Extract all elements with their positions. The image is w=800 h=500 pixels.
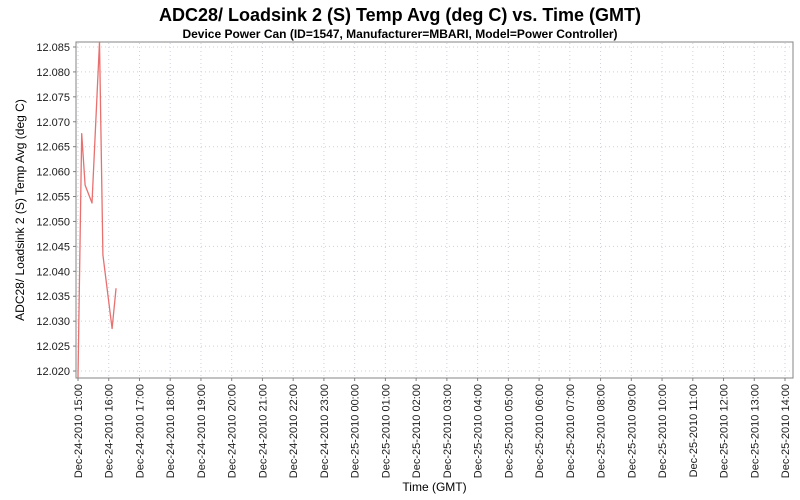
y-tick-label: 12.050 — [36, 216, 70, 228]
x-tick-label: Dec-25-2010 13:00 — [749, 384, 761, 478]
x-tick-label: Dec-24-2010 15:00 — [73, 384, 85, 478]
x-tick-label: Dec-24-2010 20:00 — [227, 384, 239, 478]
x-tick-label: Dec-25-2010 00:00 — [350, 384, 362, 478]
y-tick-label: 12.065 — [36, 142, 70, 154]
y-tick-label: 12.030 — [36, 316, 70, 328]
x-tick-label: Dec-24-2010 17:00 — [134, 384, 146, 478]
x-tick-label: Dec-24-2010 23:00 — [319, 384, 331, 478]
x-tick-label: Dec-25-2010 04:00 — [473, 384, 485, 478]
x-tick-label: Dec-24-2010 22:00 — [288, 384, 300, 478]
x-tick-label: Dec-24-2010 16:00 — [104, 384, 116, 478]
chart-title: ADC28/ Loadsink 2 (S) Temp Avg (deg C) v… — [158, 5, 642, 25]
y-tick-label: 12.045 — [36, 241, 70, 253]
x-tick-label: Dec-25-2010 05:00 — [503, 384, 515, 478]
x-tick-label: Dec-24-2010 19:00 — [196, 384, 208, 478]
x-tick-label: Dec-25-2010 02:00 — [411, 384, 423, 478]
series-line — [77, 41, 117, 378]
y-tick-label: 12.025 — [36, 341, 70, 353]
x-tick-label: Dec-25-2010 03:00 — [442, 384, 454, 478]
x-tick-label: Dec-24-2010 18:00 — [165, 384, 177, 478]
y-tick-label: 12.055 — [36, 192, 70, 204]
chart-subtitle: Device Power Can (ID=1547, Manufacturer=… — [182, 27, 618, 41]
x-axis-title: Time (GMT) — [402, 480, 467, 494]
y-tick-label: 12.080 — [36, 67, 70, 79]
y-tick-label: 12.020 — [36, 366, 70, 378]
x-tick-label: Dec-25-2010 06:00 — [534, 384, 546, 478]
x-tick-label: Dec-25-2010 10:00 — [657, 384, 669, 478]
y-tick-label: 12.040 — [36, 266, 70, 278]
x-tick-label: Dec-25-2010 09:00 — [626, 384, 638, 478]
x-tick-label: Dec-25-2010 07:00 — [565, 384, 577, 478]
y-tick-label: 12.035 — [36, 291, 70, 303]
x-tick-label: Dec-25-2010 01:00 — [380, 384, 392, 478]
x-tick-label: Dec-25-2010 08:00 — [596, 384, 608, 478]
x-tick-label: Dec-25-2010 14:00 — [780, 384, 792, 478]
x-tick-label: Dec-25-2010 12:00 — [719, 384, 731, 478]
plot-border — [75, 41, 794, 379]
x-tick-label: Dec-24-2010 21:00 — [257, 384, 269, 478]
y-tick-label: 12.070 — [36, 117, 70, 129]
y-tick-label: 12.060 — [36, 167, 70, 179]
plot-background — [76, 42, 793, 378]
x-tick-label: Dec-25-2010 11:00 — [688, 384, 700, 477]
y-tick-label: 12.085 — [36, 42, 70, 54]
y-tick-label: 12.075 — [36, 92, 70, 104]
